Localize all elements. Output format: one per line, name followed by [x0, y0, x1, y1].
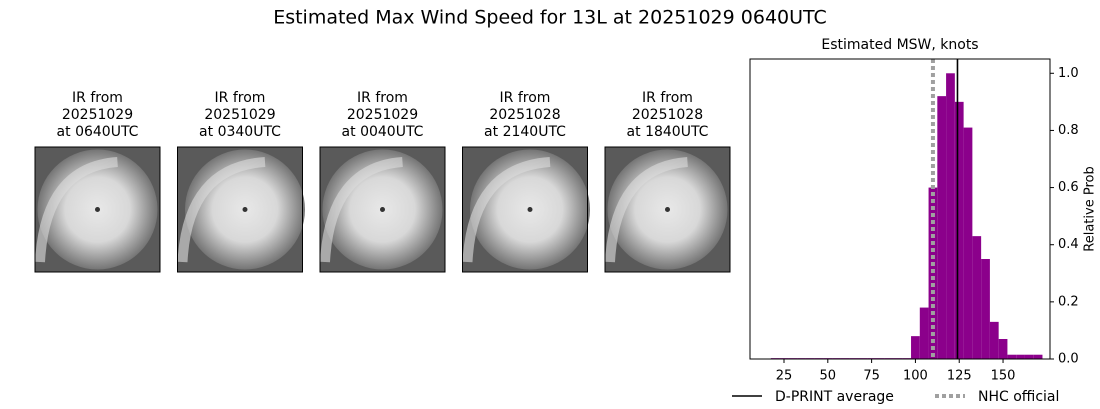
panel-title: 20251028 — [489, 107, 560, 123]
panel-title: 20251028 — [632, 107, 703, 123]
y-tick-label: 0.6 — [1058, 180, 1079, 195]
y-tick-label: 1.0 — [1058, 66, 1079, 81]
panel-title: IR from — [357, 90, 408, 106]
chart-title: Estimated MSW, knots — [821, 37, 978, 53]
spiral-band — [605, 157, 688, 263]
x-tick-label: 25 — [776, 369, 793, 384]
spiral-band — [462, 157, 551, 263]
panel-title: 20251029 — [62, 107, 133, 123]
panel-title: IR from — [642, 90, 693, 106]
legend-label: NHC official — [978, 389, 1059, 405]
panel-title: IR from — [72, 90, 123, 106]
histogram-bar — [937, 96, 947, 360]
histogram-bar — [919, 307, 929, 359]
panel-title: IR from — [500, 90, 551, 106]
panel-title: at 0040UTC — [342, 124, 424, 140]
x-tick-label: 150 — [991, 369, 1016, 384]
figure-title: Estimated Max Wind Speed for 13L at 2025… — [273, 7, 827, 29]
histogram-bar — [972, 236, 982, 359]
histogram-bar — [1007, 354, 1017, 359]
panel-title: 20251029 — [347, 107, 418, 123]
ir-frame — [177, 146, 303, 273]
storm-eye — [242, 207, 248, 212]
histogram-bar — [911, 336, 920, 359]
histogram-bar — [989, 321, 999, 359]
histogram-bar — [1016, 354, 1025, 359]
ir-frame — [34, 146, 161, 273]
y-tick-label: 0.4 — [1058, 237, 1079, 252]
ir-frame — [604, 146, 731, 273]
spiral-band — [320, 157, 403, 263]
x-tick-label: 75 — [863, 369, 880, 384]
histogram-bar — [1033, 354, 1043, 359]
legend-label: D-PRINT average — [775, 389, 894, 405]
histogram-bar — [946, 73, 955, 360]
panel-title: IR from — [215, 90, 266, 106]
x-tick-label: 100 — [903, 369, 928, 384]
storm-eye — [95, 207, 100, 212]
y-tick-label: 0.8 — [1058, 123, 1079, 138]
spiral-band — [177, 157, 266, 263]
panel-title: at 0340UTC — [199, 124, 281, 140]
histogram-bar — [981, 259, 990, 359]
histogram-bar — [954, 101, 964, 359]
panel-title: at 1840UTC — [627, 124, 709, 140]
histogram-bar — [928, 187, 938, 359]
y-axis-label: Relative Prob — [1083, 166, 1098, 251]
x-tick-label: 50 — [820, 369, 837, 384]
x-tick-label: 125 — [947, 369, 972, 384]
y-tick-label: 0.2 — [1058, 294, 1079, 309]
spiral-band — [35, 157, 118, 263]
histogram-bar — [998, 339, 1008, 359]
y-tick-label: 0.0 — [1058, 352, 1079, 367]
storm-eye — [380, 207, 385, 212]
ir-frame — [319, 146, 446, 273]
storm-eye — [665, 207, 670, 212]
panel-title: 20251029 — [204, 107, 275, 123]
storm-eye — [527, 207, 533, 212]
histogram-bar — [963, 127, 973, 359]
plot-frame — [749, 58, 1051, 360]
histogram-bar — [1024, 354, 1034, 359]
panel-title: at 0640UTC — [57, 124, 139, 140]
panel-title: at 2140UTC — [484, 124, 566, 140]
ir-frame — [462, 146, 588, 273]
